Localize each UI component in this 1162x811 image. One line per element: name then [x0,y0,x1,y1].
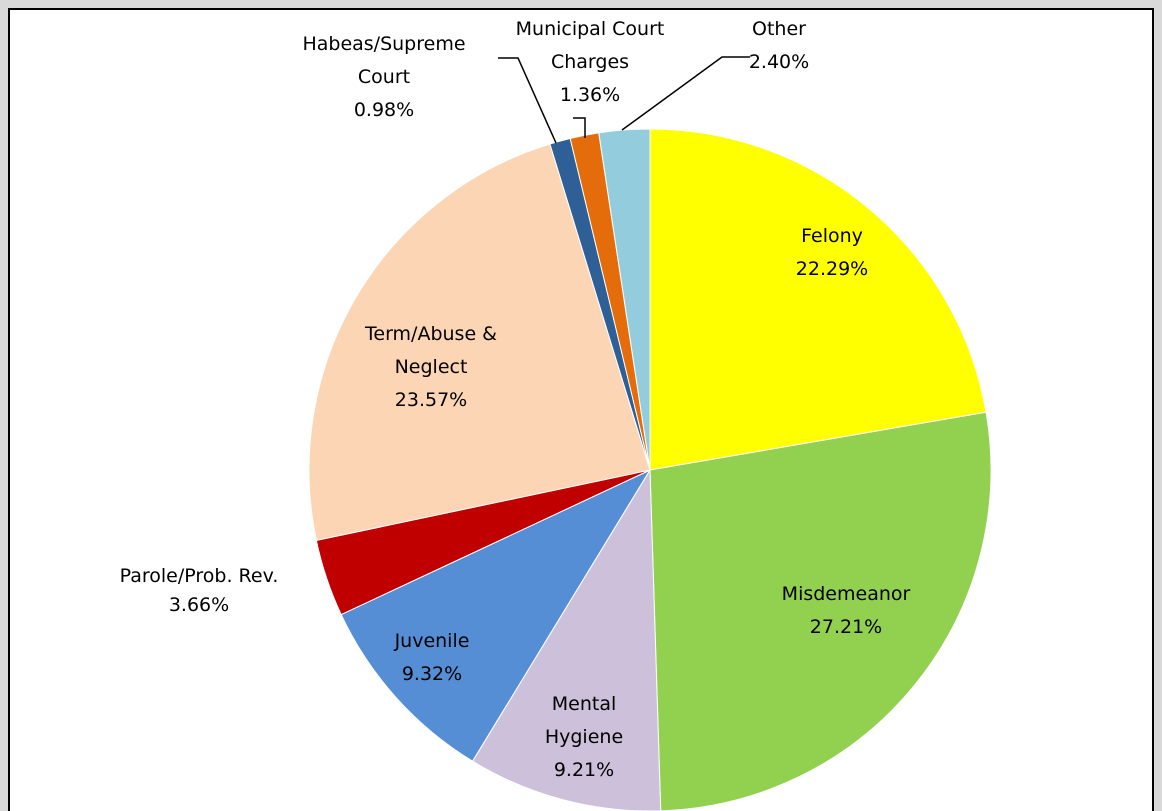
slice-value-label: 9.21% [554,759,614,781]
slice-name: Other [752,18,806,40]
slice-name-line: Juvenile [394,630,470,652]
slice-value-label: 9.32% [402,663,462,685]
slice-value-label: 0.98% [354,99,414,121]
slice-name: Parole/Prob. Rev. [120,565,279,587]
leader-line [498,57,557,144]
slice-name-line: Municipal Court [516,18,665,40]
leader-line [621,56,750,131]
slice-value-label: 22.29% [796,258,868,280]
slice-value-label: 1.36% [560,84,620,106]
slice-name: Felony [801,225,863,247]
slice-name-line: Felony [801,225,863,247]
slice-name-line: Mental [552,693,617,715]
slice-name-line: Misdemeanor [782,583,911,605]
slice-name-line: Other [752,18,806,40]
slice-name-line: Habeas/Supreme [302,33,465,55]
pie-slice [340,468,652,762]
slice-name: Misdemeanor [782,583,911,605]
slice-name-line: Neglect [395,356,468,378]
slice-name-line: Charges [551,51,629,73]
slice-name: Term/Abuse & Neglect [364,323,497,378]
slices [308,128,992,811]
pie-slice [649,411,992,811]
pie-slice [649,128,987,471]
slice-name: Mental Hygiene [545,693,623,748]
pie-slice [598,128,651,471]
slice-name-line: Court [358,66,410,88]
leader-line [573,117,586,138]
pie-slice [308,143,651,542]
slice-value-label: 3.66% [169,594,229,616]
slice-name-line: Hygiene [545,726,623,748]
slice-value-label: 2.40% [749,51,809,73]
slice-name-line: Parole/Prob. Rev. [120,565,279,587]
slice-name: Municipal Court Charges [516,18,665,73]
slice-name: Juvenile [394,630,470,652]
slice-name: Habeas/Supreme Court [302,33,465,88]
slice-value-label: 23.57% [395,389,467,411]
slice-name-line: Term/Abuse & [364,323,497,345]
slice-value-label: 27.21% [810,616,882,638]
